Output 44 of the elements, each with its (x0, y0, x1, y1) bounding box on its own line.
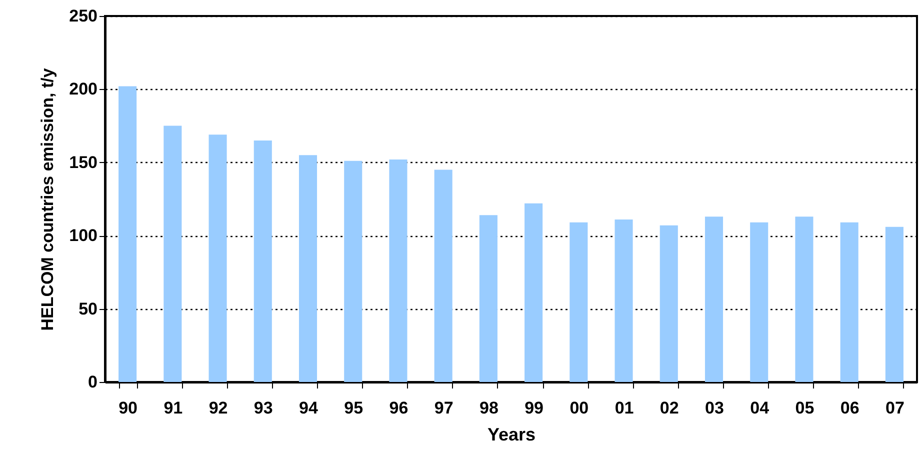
y-axis-title: HELCOM countries emission, t/y (38, 68, 58, 331)
x-tick-label: 06 (840, 398, 860, 418)
bar (524, 203, 543, 382)
y-tick-label: 50 (78, 299, 98, 318)
x-tick-label: 07 (885, 398, 904, 418)
x-tick-label: 91 (164, 398, 183, 418)
bar (254, 140, 272, 382)
x-tick-label: 99 (524, 398, 544, 418)
bar (750, 222, 768, 382)
bar (434, 170, 452, 382)
x-tick-label: 04 (750, 398, 770, 418)
x-axis-title: Years (487, 424, 536, 444)
y-tick-label: 200 (69, 80, 98, 99)
x-tick-label: 96 (389, 398, 408, 418)
x-tick-label: 02 (660, 398, 679, 418)
x-tick-label: 92 (208, 398, 228, 418)
bar (570, 222, 588, 382)
x-tick-label: 94 (299, 398, 318, 418)
bar (479, 215, 498, 382)
y-tick-label: 250 (69, 6, 98, 26)
x-tick-label: 90 (118, 398, 138, 418)
x-tick-label: 05 (795, 398, 814, 418)
y-tick-label: 100 (69, 226, 98, 246)
y-tick-label: 0 (88, 372, 98, 392)
x-tick-label: 98 (479, 398, 498, 418)
bar (344, 160, 362, 382)
y-tick-label: 150 (69, 152, 98, 172)
bar (298, 155, 318, 382)
x-tick-label: 97 (434, 398, 454, 418)
x-tick-label: 01 (614, 398, 634, 418)
bar (795, 216, 814, 382)
bar (208, 134, 227, 382)
bar (389, 159, 408, 382)
x-tick-label: 95 (344, 398, 364, 418)
x-tick-label: 93 (254, 398, 273, 418)
bar (614, 219, 633, 382)
x-tick-label: 00 (570, 398, 589, 418)
bar (164, 126, 182, 382)
bar (840, 222, 858, 382)
x-tick-label: 03 (705, 398, 724, 418)
bar (885, 226, 904, 382)
bar (660, 225, 678, 382)
bar (118, 86, 137, 382)
bar (704, 216, 724, 382)
